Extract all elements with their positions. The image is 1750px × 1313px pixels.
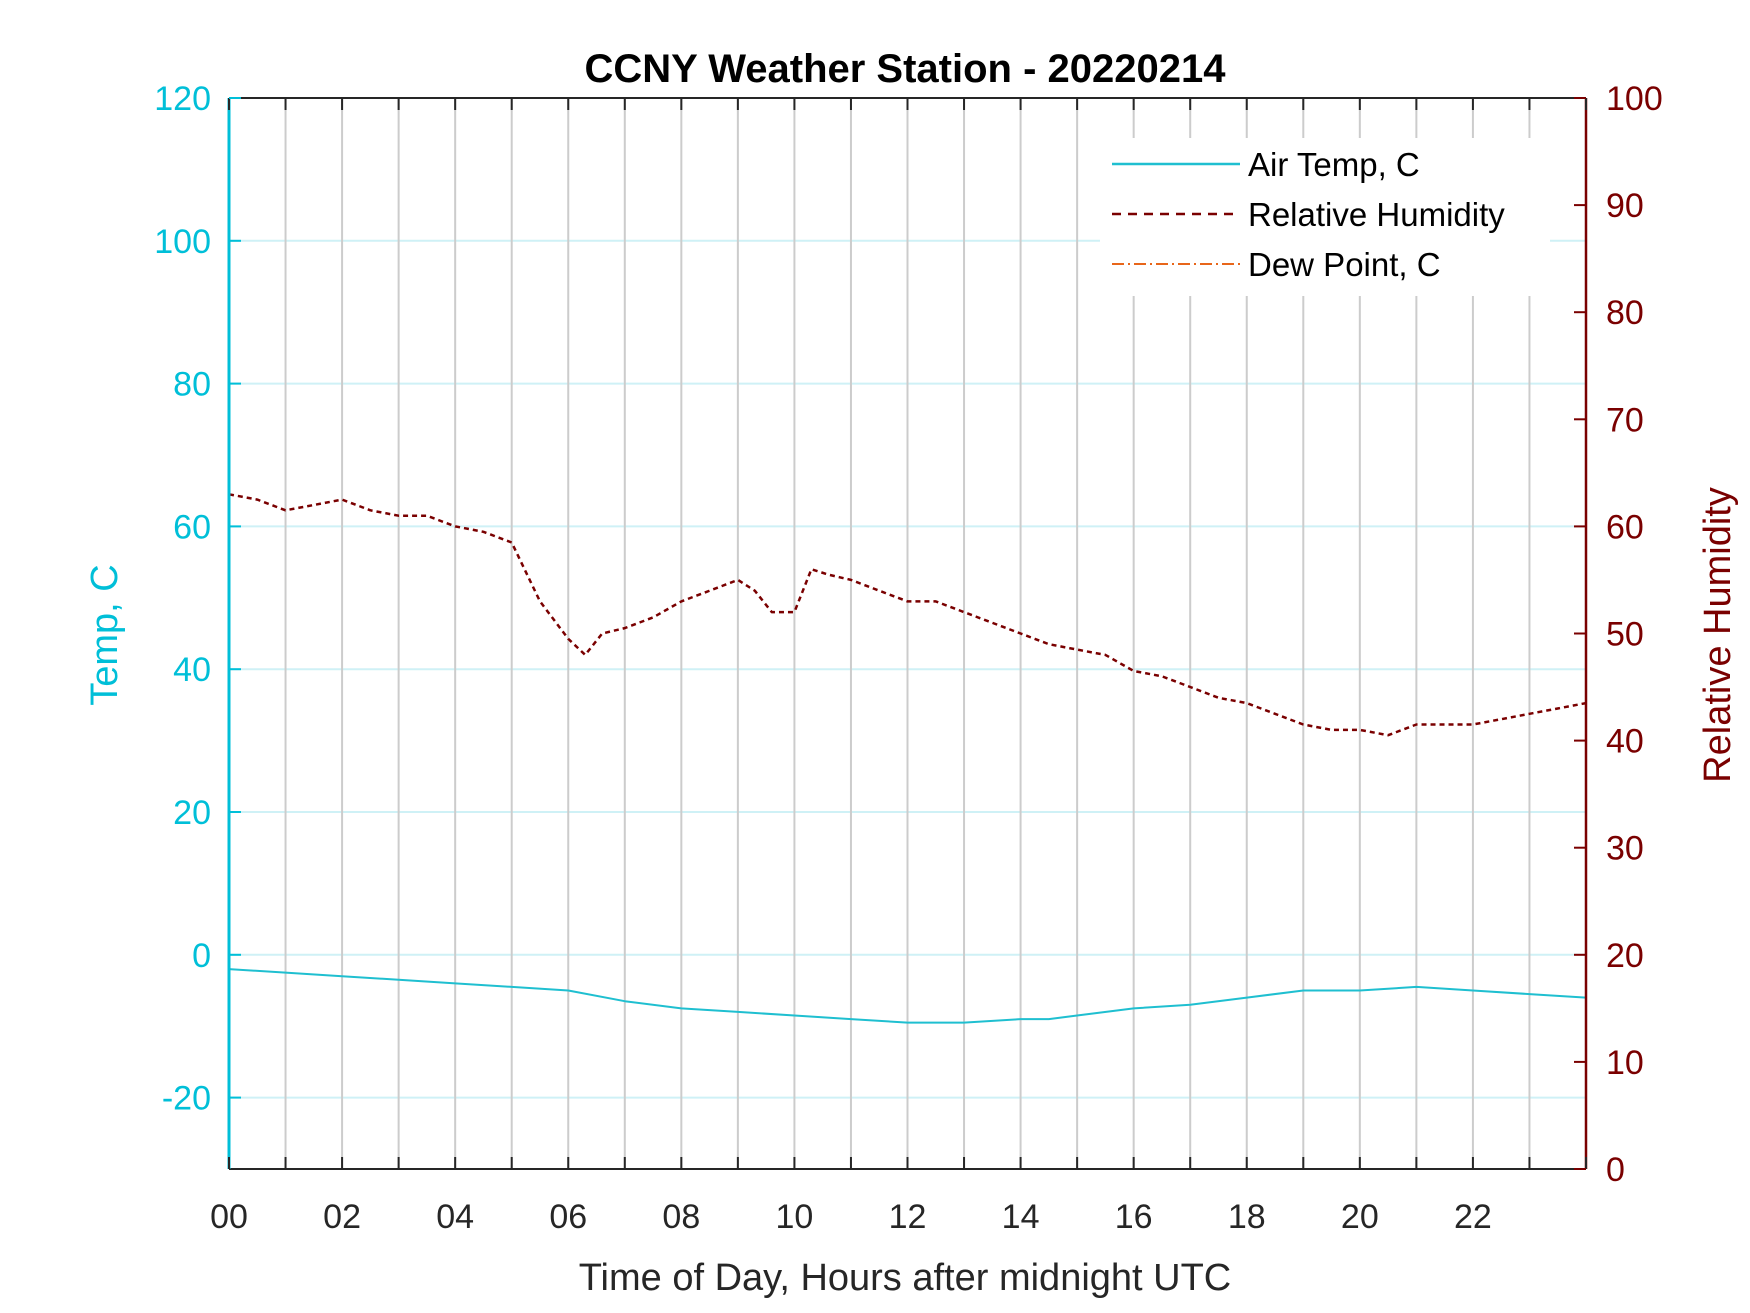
y-right-tick-label: 50 [1606, 616, 1644, 654]
legend-label-dew-point: Dew Point, C [1248, 246, 1441, 283]
x-tick-label: 12 [889, 1198, 927, 1236]
tick-labels: 00 02 04 06 08 10 12 14 16 18 20 22120100806040200-… [154, 80, 1662, 1236]
x-tick-label: 22 [1454, 1198, 1492, 1236]
y-left-tick-label: 60 [173, 508, 211, 546]
legend-label-air-temp: Air Temp, C [1248, 146, 1420, 183]
y-left-tick-label: 80 [173, 366, 211, 404]
x-tick-label: 08 [662, 1198, 700, 1236]
series-group [228, 493, 1587, 1024]
y-left-tick-label: 120 [154, 80, 211, 118]
x-tick-label: 18 [1228, 1198, 1266, 1236]
y-right-tick-label: 90 [1606, 187, 1644, 225]
y-right-tick-label: 60 [1606, 508, 1644, 546]
y-left-tick-label: 20 [173, 794, 211, 832]
y-right-tick-label: 30 [1606, 830, 1644, 868]
y-left-tick-label: 40 [173, 651, 211, 689]
y-right-tick-label: 0 [1606, 1151, 1625, 1189]
x-tick-label: 04 [436, 1198, 474, 1236]
x-tick-label: 20 [1341, 1198, 1379, 1236]
legend: Air Temp, C Relative Humidity Dew Point,… [1100, 138, 1550, 296]
x-tick-label: 02 [323, 1198, 361, 1236]
y-axis-right-label: Relative Humidity [1697, 487, 1739, 783]
air-temp-line [228, 968, 1587, 1024]
legend-label-relative-humidity: Relative Humidity [1248, 196, 1505, 233]
y-left-tick-label: -20 [162, 1080, 211, 1118]
y-right-tick-label: 70 [1606, 401, 1644, 439]
x-tick-label: 00 [210, 1198, 248, 1236]
x-tick-label: 14 [1002, 1198, 1040, 1236]
y-left-tick-label: 100 [154, 223, 211, 261]
x-tick-label: 10 [776, 1198, 814, 1236]
x-axis-label: Time of Day, Hours after midnight UTC [579, 1257, 1232, 1299]
relative-humidity-line [228, 493, 1587, 737]
y-right-tick-label: 20 [1606, 937, 1644, 975]
y-left-tick-label: 0 [192, 937, 211, 975]
x-tick-label: 16 [1115, 1198, 1153, 1236]
x-tick-label: 06 [549, 1198, 587, 1236]
y-right-tick-label: 100 [1606, 80, 1663, 118]
y-right-tick-label: 40 [1606, 723, 1644, 761]
y-right-tick-label: 10 [1606, 1044, 1644, 1082]
chart-title: CCNY Weather Station - 20220214 [585, 47, 1227, 91]
y-axis-left-label: Temp, C [84, 564, 126, 705]
y-right-tick-label: 80 [1606, 294, 1644, 332]
axes [227, 97, 1588, 1170]
